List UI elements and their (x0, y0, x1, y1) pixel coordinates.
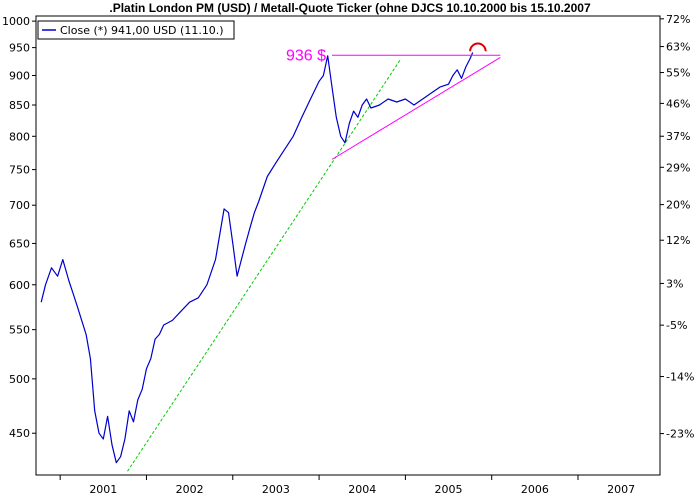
y2-tick-label-4: 12% (666, 234, 690, 247)
y-tick-label-750: 750 (9, 164, 30, 177)
legend: Close (*) 941,00 USD (11.10.) (37, 20, 235, 40)
y2-tick-label-11: 72% (666, 13, 690, 26)
legend-label: Close (*) 941,00 USD (11.10.) (60, 24, 224, 37)
y-tick-label-800: 800 (9, 130, 30, 143)
y2-tick-label-3: 3% (666, 277, 683, 290)
y2-tick-label-1: -14% (666, 371, 694, 384)
y-tick-label-700: 700 (9, 199, 30, 212)
support-line (331, 57, 501, 160)
y-tick-label-500: 500 (9, 373, 30, 386)
y-tick-label-650: 650 (9, 237, 30, 250)
y2-tick-label-9: 55% (666, 67, 690, 80)
y2-tick-label-6: 29% (666, 161, 690, 174)
x-tick-label-2007: 2007 (607, 483, 635, 496)
y-tick-label-550: 550 (9, 324, 30, 337)
y-tick-label-600: 600 (9, 279, 30, 292)
series-line-0 (40, 52, 474, 464)
x-tick-label-2006: 2006 (521, 483, 549, 496)
y-tick-label-900: 900 (9, 70, 30, 83)
y2-tick-label-2: -5% (666, 319, 687, 332)
x-tick-label-2003: 2003 (262, 483, 290, 496)
x-tick-label-2001: 2001 (89, 483, 117, 496)
trend-line (127, 58, 402, 472)
plot-area-frame (35, 15, 661, 476)
y2-tick-label-5: 20% (666, 199, 690, 212)
x-tick-label-2002: 2002 (176, 483, 204, 496)
y-tick-label-850: 850 (9, 99, 30, 112)
chart-title: .Platin London PM (USD) / Metall-Quote T… (109, 1, 591, 15)
y2-tick-label-8: 46% (666, 97, 690, 110)
y-tick-label-450: 450 (9, 427, 30, 440)
y-tick-label-950: 950 (9, 42, 30, 55)
annotation-price-label: 936 $ (286, 47, 326, 64)
x-tick-label-2005: 2005 (435, 483, 463, 496)
y2-tick-label-7: 37% (666, 130, 690, 143)
y-tick-label-1000: 1000 (2, 15, 30, 28)
y2-tick-label-10: 63% (666, 41, 690, 54)
x-tick-label-2004: 2004 (348, 483, 376, 496)
legend-box (37, 20, 235, 40)
arc-marker (469, 42, 487, 52)
y2-tick-label-0: -23% (666, 428, 694, 441)
